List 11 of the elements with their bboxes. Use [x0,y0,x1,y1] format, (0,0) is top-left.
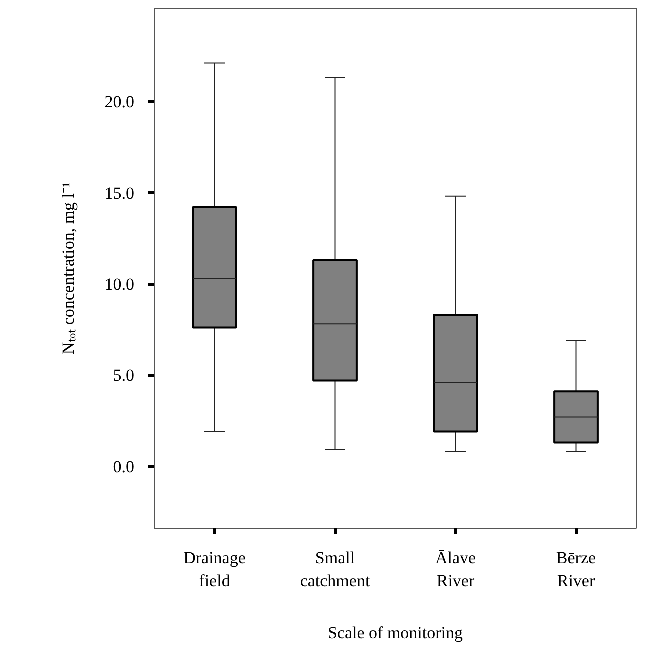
y-tick-label: 15.0 [104,184,134,203]
y-tick-label: 5.0 [113,366,134,386]
y-tick-label: 20.0 [104,92,134,112]
x-axis-title: Scale of monitoring [328,623,464,642]
x-tick-label: Small catchment [300,548,370,590]
y-tick-label: 0.0 [113,457,134,476]
y-tick-label: 10.0 [104,275,134,294]
x-tick-label: Ālave River [435,548,476,590]
y-axis-title: Nₜₒₜ concentration, mg l⁻¹ [58,182,78,355]
x-tick-label: Drainage field [184,548,246,590]
x-tick-label: Bērze River [556,548,596,590]
